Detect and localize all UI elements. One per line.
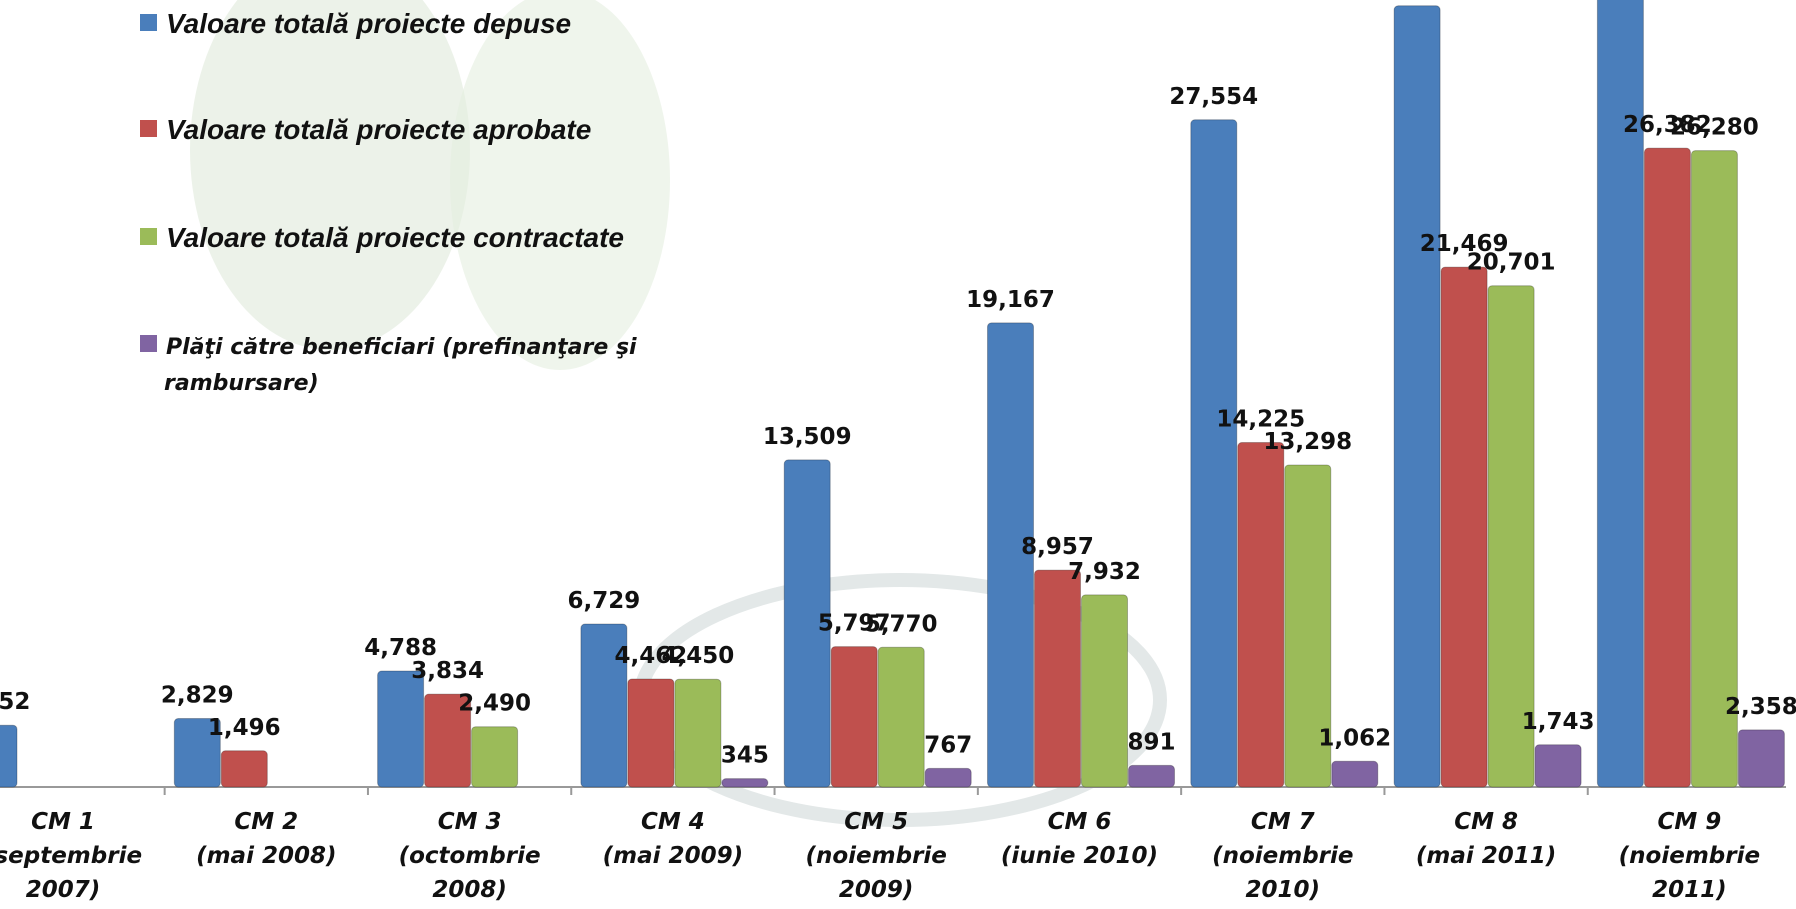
bar: [925, 768, 971, 787]
bar: [1691, 151, 1737, 787]
value-label: 2,490: [458, 691, 531, 717]
x-tick-label: CM 6 (iunie 2010): [980, 805, 1180, 873]
x-tick-label: CM 3 (octombrie 2008): [370, 805, 570, 907]
bar: [675, 679, 721, 787]
bar: [221, 751, 267, 787]
value-label: 8,957: [1021, 534, 1094, 560]
value-label: 1,496: [208, 715, 281, 741]
value-label: 13,509: [763, 424, 852, 450]
x-tick-label: CM 4 (mai 2009): [573, 805, 773, 873]
legend-label: Valoare totală proiecte contractate: [166, 222, 624, 253]
x-tick-label: CM 2 (mai 2008): [166, 805, 366, 873]
value-label: 6,729: [568, 588, 641, 614]
value-label: 7,932: [1068, 559, 1141, 585]
value-label: 27,554: [1169, 84, 1258, 110]
value-label: 2,358: [1725, 694, 1796, 720]
legend-swatch: [140, 228, 157, 245]
bar: [1738, 730, 1784, 787]
value-label: 20,701: [1467, 250, 1556, 276]
legend-swatch: [140, 120, 157, 137]
x-tick-label: CM 9 (noiembrie 2011): [1589, 805, 1789, 907]
x-tick-label: CM 8 (mai 2011): [1386, 805, 1586, 873]
bar: [1035, 570, 1081, 787]
value-label: 5,770: [865, 611, 938, 637]
bar: [831, 647, 877, 787]
x-tick-label: CM 1 (septembrie 2007): [0, 805, 163, 907]
value-label: 19,167: [966, 287, 1055, 313]
value-label: 1,743: [1522, 709, 1595, 735]
bar: [1394, 6, 1440, 787]
bar: [878, 647, 924, 787]
bar: [1082, 595, 1128, 787]
value-label: 891: [1127, 729, 1175, 755]
bar: [722, 779, 768, 787]
bar: [1535, 745, 1581, 787]
bar: [628, 679, 674, 787]
value-label: 26,280: [1670, 115, 1759, 141]
value-label: 4,788: [364, 635, 437, 661]
bar: [378, 671, 424, 787]
bar: [1441, 267, 1487, 787]
bar: [1129, 765, 1175, 787]
value-label: 3,834: [411, 658, 484, 684]
legend-label: Valoare totală proiecte depuse: [166, 8, 571, 39]
bar: [472, 727, 518, 787]
decoration: [190, 0, 470, 350]
legend-label: Valoare totală proiecte aprobate: [166, 114, 591, 145]
bar: [0, 725, 17, 787]
legend-swatch: [140, 335, 157, 352]
bar: [1332, 761, 1378, 787]
value-label: 4,450: [662, 643, 735, 669]
value-label: 2,829: [161, 682, 234, 708]
value-label: 2,552: [0, 689, 30, 715]
bar: [1644, 148, 1690, 787]
decoration: [450, 0, 670, 370]
bar: [1238, 443, 1284, 787]
bar: [1191, 120, 1237, 787]
x-tick-label: CM 5 (noiembrie 2009): [776, 805, 976, 907]
x-tick-label: CM 7 (noiembrie 2010): [1183, 805, 1383, 907]
chart: 2,552 2,829 4,788 6,729 13,509 19,167 27,554 Va…: [0, 0, 1796, 909]
chart-svg: 2,552 2,829 4,788 6,729 13,509 19,167 27,554 Va…: [0, 0, 1796, 909]
value-label: 767: [924, 732, 972, 758]
legend-swatch: [140, 14, 157, 31]
value-label: 13,298: [1263, 429, 1352, 455]
value-label: 1,062: [1318, 725, 1391, 751]
value-label: 345: [721, 743, 769, 769]
